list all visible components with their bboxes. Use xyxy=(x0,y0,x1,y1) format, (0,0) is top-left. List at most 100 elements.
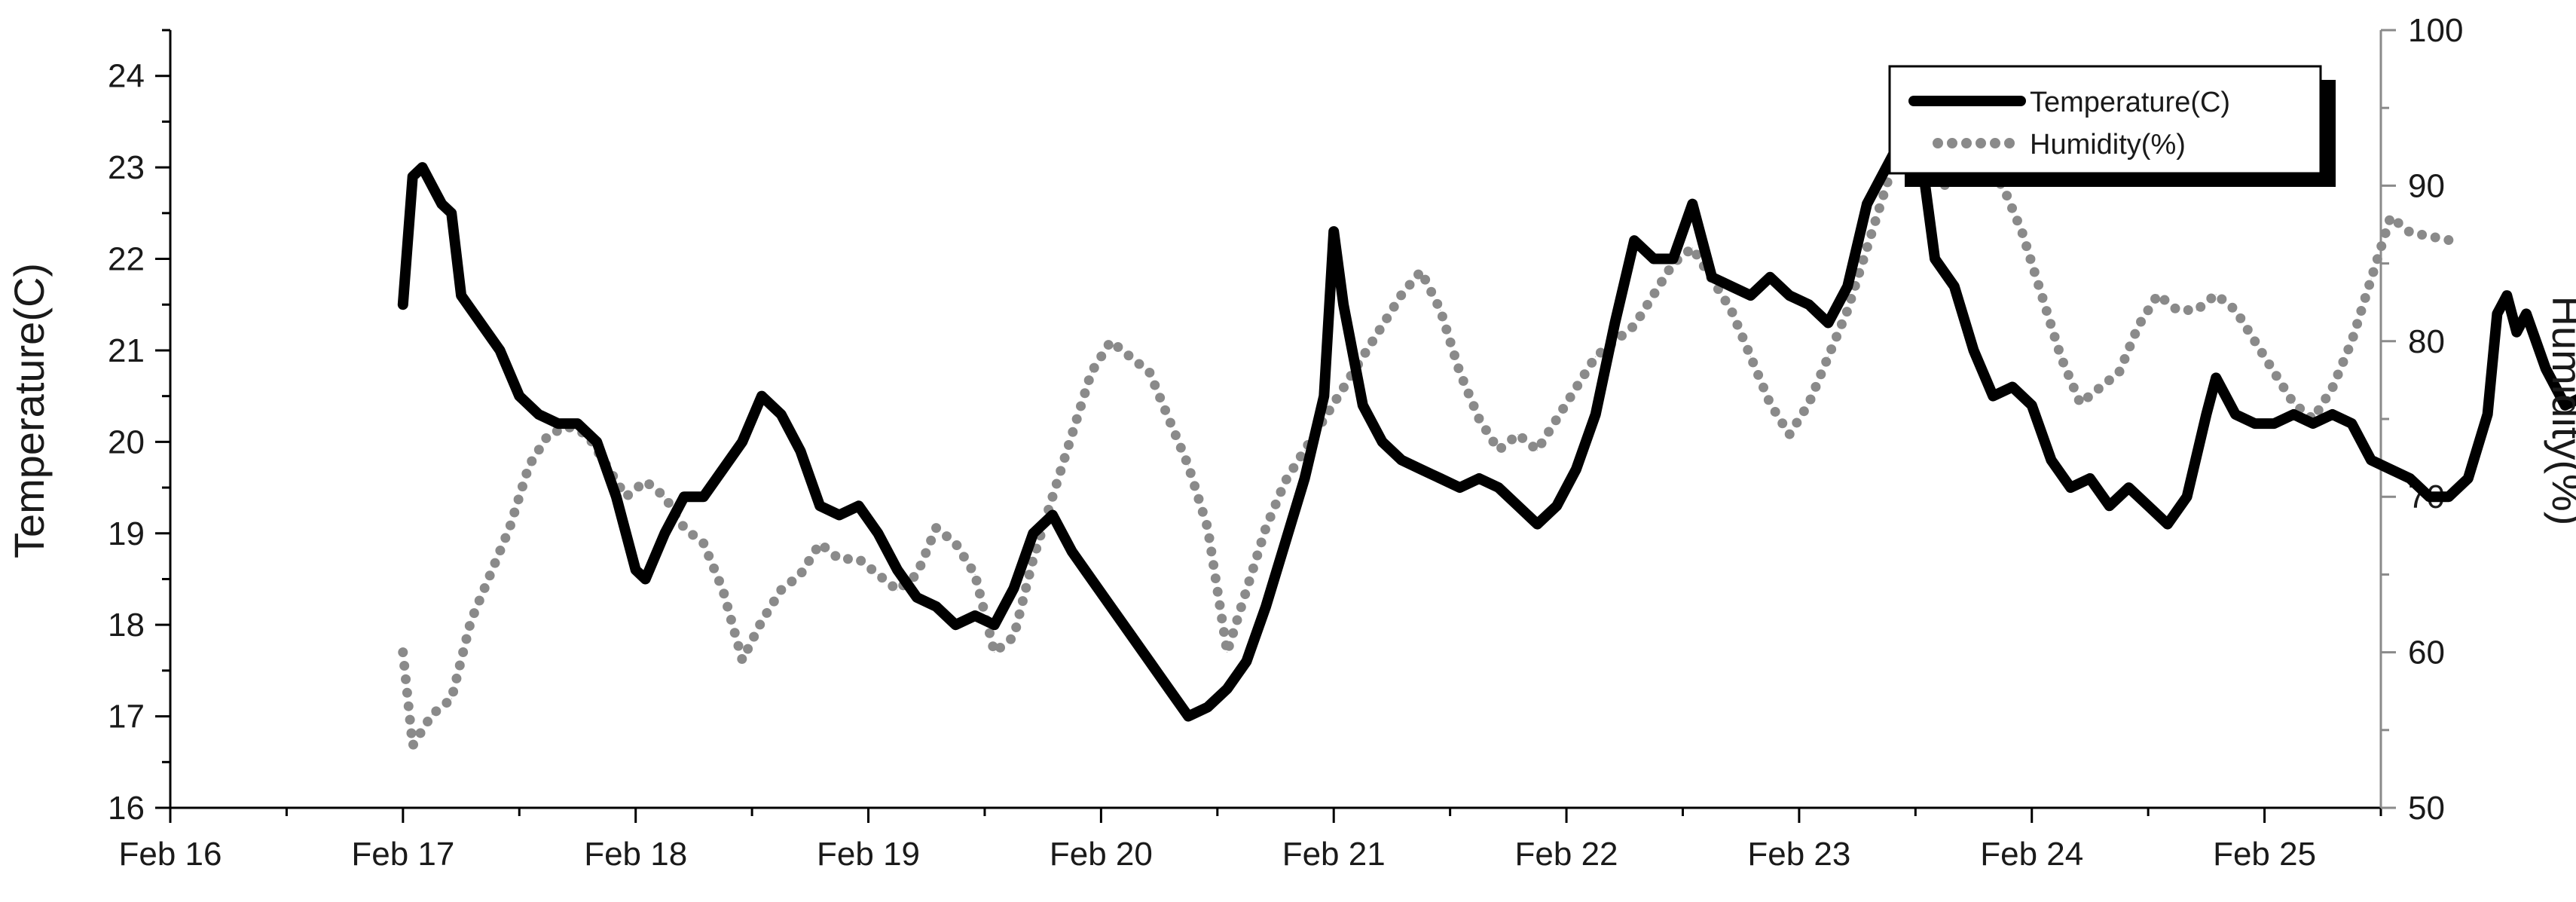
humidity-point xyxy=(1886,185,1887,186)
humidity-point xyxy=(1478,418,1480,420)
humidity-point xyxy=(1362,356,1364,357)
humidity-point xyxy=(528,465,530,466)
humidity-point xyxy=(916,573,918,575)
humidity-point xyxy=(1536,449,1538,451)
temperature-point xyxy=(1207,706,1209,708)
temperature-point xyxy=(1750,295,1752,296)
temperature-point xyxy=(1808,304,1810,305)
legend-box xyxy=(1888,65,2322,175)
humidity-point xyxy=(1304,449,1306,451)
humidity-point xyxy=(683,527,685,528)
temperature-point xyxy=(577,423,578,424)
left-y-tick-label: 21 xyxy=(108,332,145,369)
humidity-point xyxy=(2041,294,2043,295)
x-tick-label: Feb 23 xyxy=(1747,836,1850,873)
humidity-point xyxy=(1828,356,1829,357)
temperature-point xyxy=(460,295,462,296)
humidity-point xyxy=(1013,636,1015,638)
humidity-point xyxy=(936,527,937,528)
humidity-point xyxy=(1750,356,1752,357)
temperature-point xyxy=(1187,716,1189,717)
humidity-point xyxy=(1091,372,1092,373)
humidity-point xyxy=(2390,216,2391,218)
humidity-point xyxy=(1343,387,1344,389)
legend-humidity-label: Humidity(%) xyxy=(2030,129,2186,161)
humidity-point xyxy=(1595,356,1597,357)
left-y-tick-label: 17 xyxy=(108,699,145,735)
humidity-point xyxy=(1769,402,1771,404)
temperature-point xyxy=(2312,423,2314,424)
humidity-point xyxy=(877,573,879,575)
humidity-point xyxy=(858,558,860,560)
temperature-point xyxy=(1265,606,1267,607)
temperature-point xyxy=(1440,478,1441,479)
legend: Temperature(C) Humidity(%) xyxy=(1888,65,2336,187)
left-y-tick-label: 20 xyxy=(108,423,145,460)
humidity-point xyxy=(548,434,549,436)
legend-temperature-label: Temperature(C) xyxy=(2030,87,2230,118)
right-y-tick-label: 90 xyxy=(2408,167,2445,204)
humidity-point xyxy=(412,745,414,746)
humidity-point xyxy=(2293,402,2294,404)
humidity-point xyxy=(974,573,976,575)
humidity-point xyxy=(2021,231,2023,233)
humidity-point xyxy=(2215,294,2217,295)
humidity-point xyxy=(1789,434,1790,436)
humidity-point xyxy=(2409,231,2411,233)
humidity-point xyxy=(1459,372,1460,373)
x-tick-label: Feb 17 xyxy=(351,836,454,873)
temperature-point xyxy=(1789,295,1790,296)
temperature-point xyxy=(1149,661,1150,662)
left-y-tick-label: 23 xyxy=(108,149,145,186)
x-tick-label: Feb 24 xyxy=(1980,836,2083,873)
x-tick-label: Feb 25 xyxy=(2213,836,2316,873)
left-y-tick-label: 16 xyxy=(108,790,145,827)
x-tick-label: Feb 19 xyxy=(817,836,920,873)
temperature-point xyxy=(1013,588,1015,589)
left-y-tick-label: 22 xyxy=(108,241,145,278)
humidity-point xyxy=(402,652,404,653)
temperature-point xyxy=(1478,478,1480,479)
humidity-point xyxy=(1129,356,1131,357)
right-y-tick-label: 50 xyxy=(2408,790,2445,827)
temperature-point xyxy=(1866,203,1868,205)
temperature-point xyxy=(2545,368,2547,369)
humidity-point xyxy=(1575,387,1577,389)
humidity-point xyxy=(470,620,472,622)
humidity-point xyxy=(1691,247,1693,249)
humidity-point xyxy=(2099,387,2101,389)
humidity-point xyxy=(1653,294,1655,295)
temperature-point xyxy=(1886,167,1887,168)
humidity-point xyxy=(897,589,898,591)
temperature-point xyxy=(2273,423,2275,424)
temperature-point xyxy=(1653,258,1655,259)
temperature-point xyxy=(2351,423,2352,424)
humidity-point xyxy=(741,659,743,661)
temperature-point xyxy=(2496,313,2498,314)
temperature-point xyxy=(1633,240,1635,241)
humidity-line xyxy=(398,118,2454,751)
temperature-line xyxy=(397,98,2576,722)
humidity-point xyxy=(1245,589,1247,591)
right-y-tick-label: 100 xyxy=(2408,12,2463,49)
humidity-point xyxy=(1808,402,1810,404)
humidity-point xyxy=(2079,402,2081,404)
series-temperature xyxy=(397,98,2576,722)
temperature-point xyxy=(1847,286,1848,287)
temperature-point xyxy=(1343,304,1344,305)
humidity-point xyxy=(2273,372,2275,373)
humidity-point xyxy=(2370,278,2372,280)
temperature-point xyxy=(402,304,404,305)
humidity-point xyxy=(1187,465,1189,466)
humidity-point xyxy=(703,543,704,544)
temperature-point xyxy=(936,606,937,607)
left-y-tick-label: 19 xyxy=(108,515,145,552)
temperature-point xyxy=(1032,533,1034,534)
left-y-axis-ticks: 16 17 18 19 20 21 22 23 24 xyxy=(108,29,170,827)
right-y-tick-label: 60 xyxy=(2408,634,2445,671)
temperature-point xyxy=(1934,258,1936,259)
right-y-tick-label: 80 xyxy=(2408,323,2445,360)
x-tick-label: Feb 22 xyxy=(1515,836,1618,873)
temperature-point xyxy=(2409,478,2411,479)
